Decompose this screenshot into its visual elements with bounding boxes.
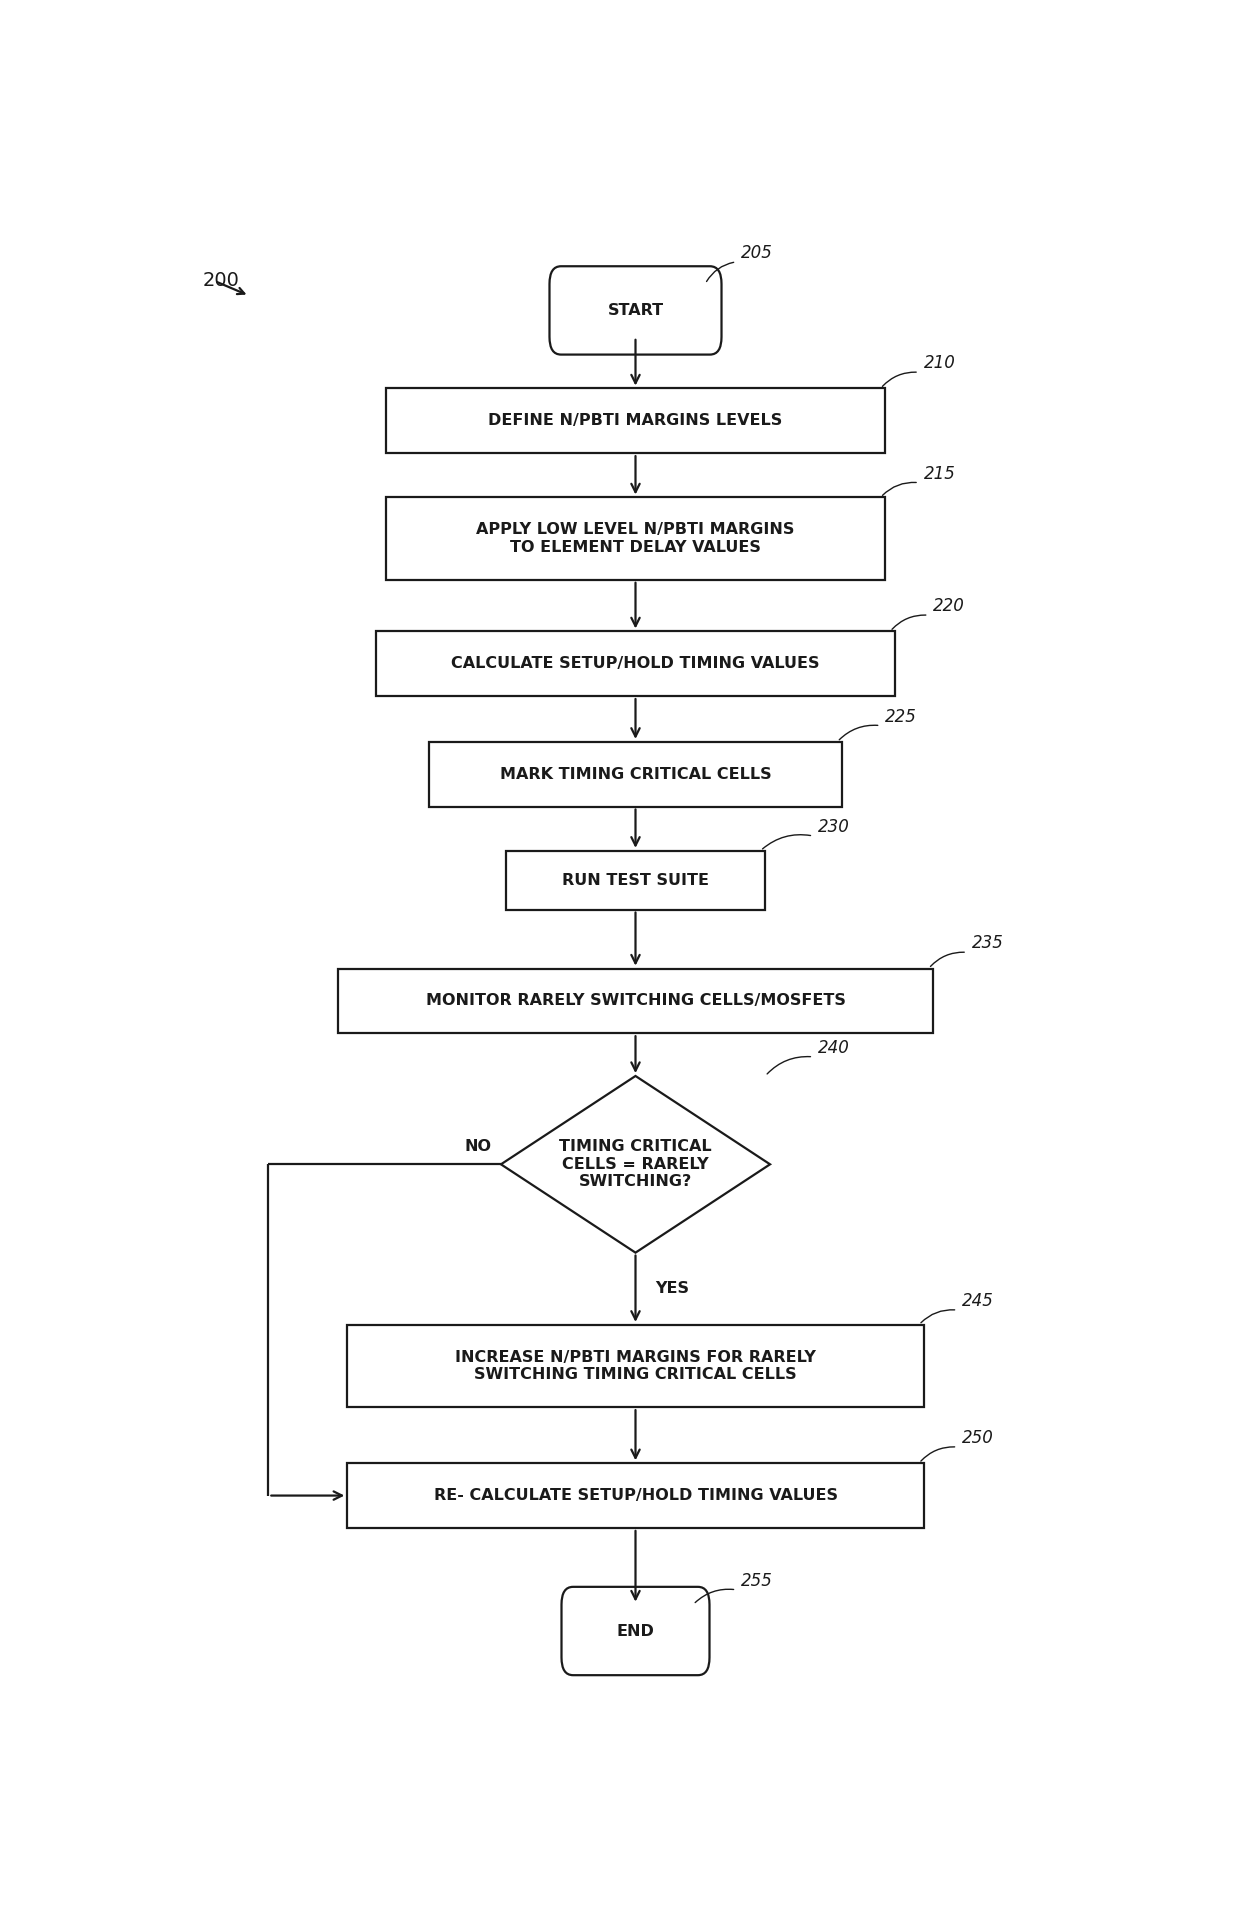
- Text: 215: 215: [924, 465, 956, 482]
- Text: DEFINE N/PBTI MARGINS LEVELS: DEFINE N/PBTI MARGINS LEVELS: [489, 413, 782, 428]
- Bar: [347, 1463, 924, 1528]
- Text: 255: 255: [742, 1572, 773, 1589]
- Polygon shape: [501, 1076, 770, 1252]
- Text: 235: 235: [972, 935, 1003, 952]
- Text: 225: 225: [885, 707, 918, 725]
- Text: TIMING CRITICAL
CELLS = RARELY
SWITCHING?: TIMING CRITICAL CELLS = RARELY SWITCHING…: [559, 1140, 712, 1189]
- Text: RUN TEST SUITE: RUN TEST SUITE: [562, 872, 709, 887]
- Bar: [506, 851, 765, 910]
- FancyBboxPatch shape: [562, 1587, 709, 1675]
- FancyBboxPatch shape: [549, 266, 722, 354]
- Text: 230: 230: [818, 818, 849, 836]
- Text: NO: NO: [464, 1140, 491, 1155]
- Text: 205: 205: [742, 245, 773, 262]
- Text: START: START: [608, 302, 663, 317]
- Text: END: END: [616, 1623, 655, 1639]
- Bar: [347, 1325, 924, 1407]
- Bar: [376, 631, 895, 696]
- Text: 245: 245: [962, 1293, 994, 1310]
- Text: 240: 240: [818, 1038, 849, 1057]
- Text: RE- CALCULATE SETUP/HOLD TIMING VALUES: RE- CALCULATE SETUP/HOLD TIMING VALUES: [434, 1488, 837, 1503]
- Bar: [429, 742, 842, 807]
- Text: APPLY LOW LEVEL N/PBTI MARGINS
TO ELEMENT DELAY VALUES: APPLY LOW LEVEL N/PBTI MARGINS TO ELEMEN…: [476, 522, 795, 554]
- Text: 200: 200: [203, 272, 239, 289]
- Text: 250: 250: [962, 1428, 994, 1447]
- Text: CALCULATE SETUP/HOLD TIMING VALUES: CALCULATE SETUP/HOLD TIMING VALUES: [451, 656, 820, 671]
- Text: 220: 220: [934, 597, 965, 616]
- Text: INCREASE N/PBTI MARGINS FOR RARELY
SWITCHING TIMING CRITICAL CELLS: INCREASE N/PBTI MARGINS FOR RARELY SWITC…: [455, 1350, 816, 1382]
- Bar: [337, 969, 934, 1032]
- Text: MARK TIMING CRITICAL CELLS: MARK TIMING CRITICAL CELLS: [500, 767, 771, 782]
- Bar: [386, 388, 885, 453]
- Text: 210: 210: [924, 354, 956, 373]
- Text: YES: YES: [655, 1281, 688, 1296]
- Text: MONITOR RARELY SWITCHING CELLS/MOSFETS: MONITOR RARELY SWITCHING CELLS/MOSFETS: [425, 994, 846, 1008]
- Bar: [386, 497, 885, 579]
